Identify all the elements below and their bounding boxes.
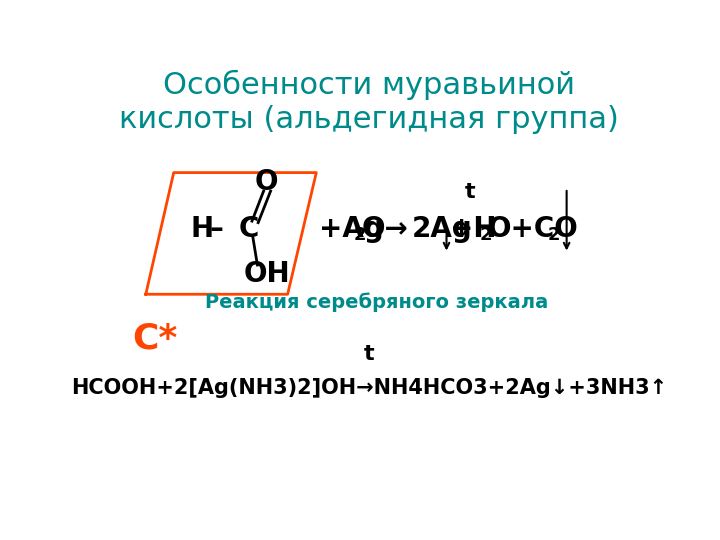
- Text: Особенности муравьиной
кислоты (альдегидная группа): Особенности муравьиной кислоты (альдегид…: [119, 70, 619, 134]
- Text: O→: O→: [361, 215, 408, 243]
- Text: H: H: [191, 215, 214, 243]
- Text: +H: +H: [451, 215, 497, 243]
- Text: HCOOH+2[Ag(NH3)2]OH→NH4HCO3+2Ag↓+3NH3↑: HCOOH+2[Ag(NH3)2]OH→NH4HCO3+2Ag↓+3NH3↑: [71, 378, 667, 398]
- Text: +Ag: +Ag: [319, 215, 383, 243]
- Text: C: C: [239, 215, 259, 243]
- Text: O+CO: O+CO: [487, 215, 578, 243]
- Text: t: t: [464, 182, 475, 202]
- Text: t: t: [364, 343, 374, 363]
- Text: 2: 2: [354, 226, 366, 244]
- Text: 2: 2: [547, 226, 559, 244]
- Text: –: –: [210, 215, 223, 243]
- Text: 2: 2: [480, 226, 492, 244]
- Text: 2Ag: 2Ag: [412, 215, 472, 243]
- Text: Реакция серебряного зеркала: Реакция серебряного зеркала: [205, 292, 549, 312]
- Text: OH: OH: [243, 260, 290, 288]
- Text: O: O: [255, 168, 279, 196]
- Text: C*: C*: [132, 321, 178, 355]
